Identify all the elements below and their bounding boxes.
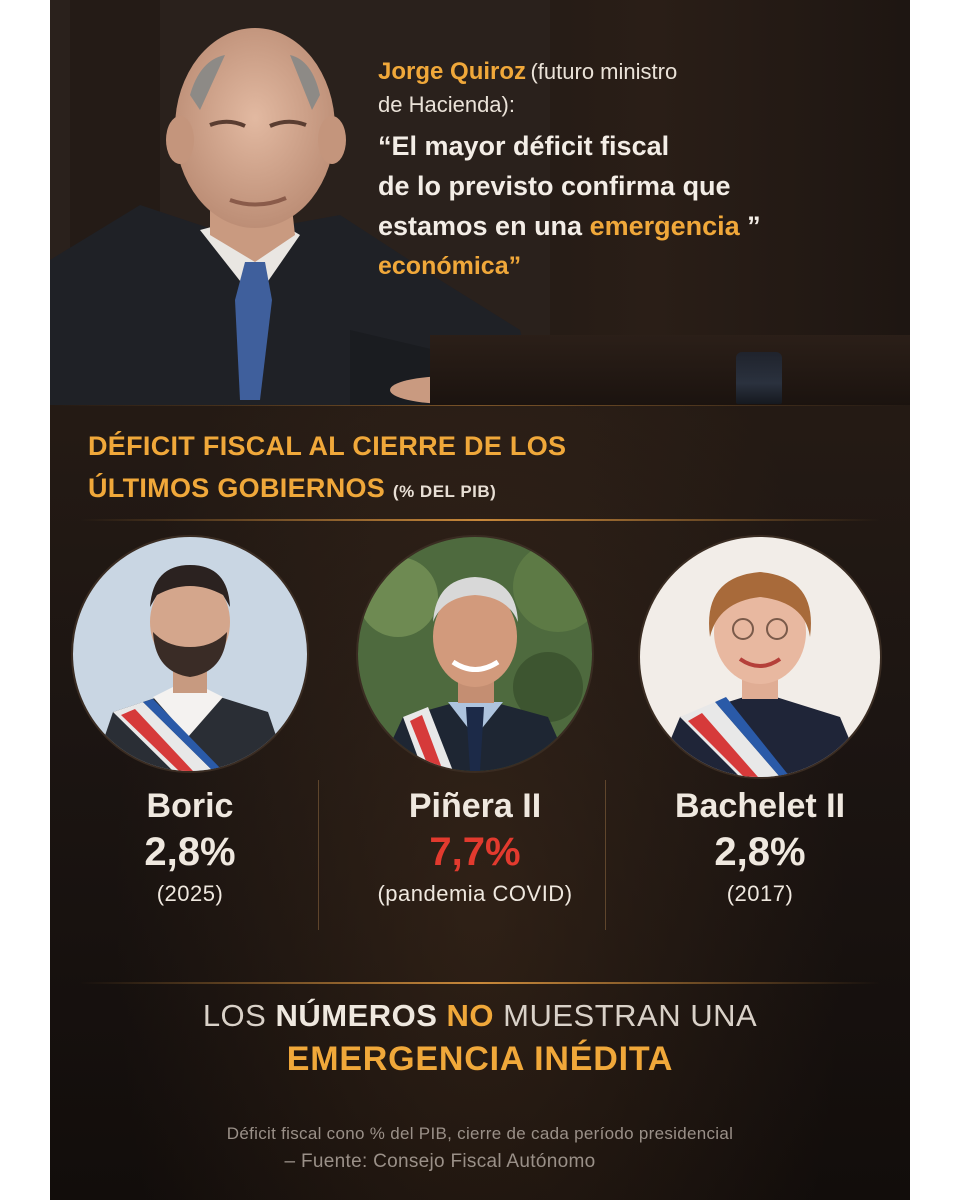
quote-author: Jorge Quiroz [378, 58, 527, 85]
section-subtitle: (% DEL PIB) [392, 482, 497, 501]
conclusion-line-1: LOS NÚMEROS NO MUESTRAN UNA [50, 998, 910, 1034]
gov-name: Boric [146, 787, 234, 825]
gov-deficit-value: 2,8% [714, 830, 806, 874]
water-glass [736, 352, 782, 404]
gov-name: Piñera II [408, 787, 542, 825]
section-title: DÉFICIT FISCAL AL CIERRE DE LOS ÚLTIMOS … [88, 425, 848, 513]
divider-section [80, 519, 880, 521]
gov-name: Bachelet II [674, 787, 846, 825]
quote-accent: emergencia [589, 211, 740, 241]
gov-note: (2017) [726, 881, 794, 906]
quote-block: Jorge Quiroz (futuro ministro de Haciend… [378, 58, 898, 286]
government-card-pinera: Piñera II 7,7% (pandemia COVID) [335, 535, 615, 907]
quote-line-3: estamos en una emergencia ” [378, 206, 898, 246]
header-photo-area: Jorge Quiroz (futuro ministro de Haciend… [50, 0, 910, 405]
quote-line-3-post: ” [739, 211, 761, 241]
portrait-pinera [358, 537, 592, 771]
avatar-boric [71, 535, 309, 773]
footnote-definition: Déficit fiscal cono % del PIB, cierre de… [226, 1124, 734, 1143]
desk-rail [430, 335, 910, 405]
conclusion-text-end: MUESTRAN UNA [494, 998, 758, 1033]
government-card-bachelet: Bachelet II 2,8% (2017) [620, 535, 900, 907]
gov-deficit-value: 2,8% [144, 830, 236, 874]
section-title-line-2: ÚLTIMOS GOBIERNOS [88, 473, 386, 503]
conclusion-text: LOS [202, 998, 276, 1033]
infographic: Jorge Quiroz (futuro ministro de Haciend… [50, 0, 910, 1200]
conclusion-space [437, 998, 446, 1033]
gov-deficit-value: 7,7% [429, 830, 521, 874]
quote-line-4: económica” [378, 252, 522, 280]
section-title-line-1: DÉFICIT FISCAL AL CIERRE DE LOS [88, 431, 567, 461]
column-separator [605, 780, 606, 930]
quote-role: (futuro ministro [530, 59, 678, 84]
divider-top [50, 405, 910, 406]
quote-line-3-pre: estamos en una [378, 211, 590, 241]
portrait-bachelet [640, 537, 880, 777]
conclusion-emphasis: NÚMEROS [275, 998, 438, 1033]
conclusion-accent: NO [446, 998, 495, 1033]
conclusion-line-2: EMERGENCIA INÉDITA [286, 1040, 674, 1078]
portrait-boric [73, 537, 307, 771]
gov-note: (pandemia COVID) [377, 881, 573, 906]
government-card-boric: Boric 2,8% (2025) [50, 535, 330, 907]
quote-line-1: “El mayor déficit fiscal [378, 131, 670, 161]
quote-line-2: de lo previsto confirma que [378, 171, 731, 201]
avatar-bachelet [638, 535, 882, 779]
quote-role-2: de Hacienda): [378, 92, 515, 117]
divider-bottom [80, 982, 880, 984]
footnote-source: – Fuente: Consejo Fiscal Autónomo [284, 1151, 596, 1172]
gov-note: (2025) [156, 881, 224, 906]
quote-text: “El mayor déficit fiscal de lo previsto … [378, 126, 898, 286]
avatar-pinera [356, 535, 594, 773]
column-separator [318, 780, 319, 930]
